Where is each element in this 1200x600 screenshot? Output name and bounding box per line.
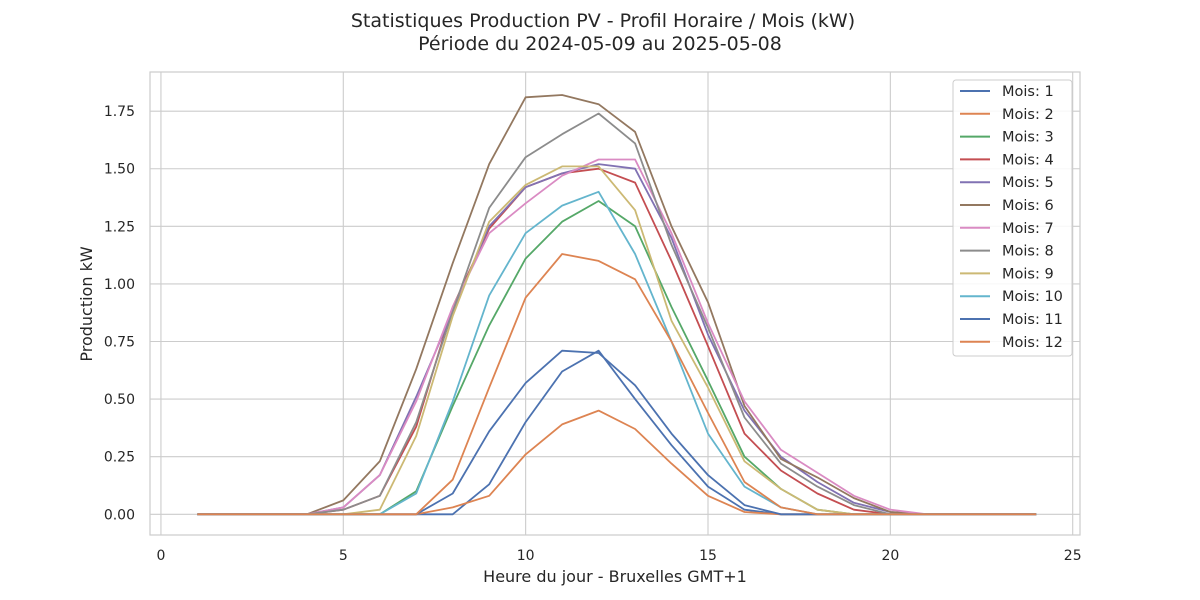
x-tick-label: 5 <box>339 548 348 564</box>
grid-lines <box>150 72 1080 535</box>
series-line <box>197 94 1037 516</box>
legend-label: Mois: 8 <box>1002 244 1054 260</box>
series-line <box>197 253 1037 516</box>
y-tick-label: 0.75 <box>104 335 135 351</box>
legend-label: Mois: 7 <box>1002 221 1054 237</box>
y-axis-label: Production kW <box>77 246 96 361</box>
legend-label: Mois: 12 <box>1002 335 1063 351</box>
chart-subtitle: Période du 2024-05-09 au 2025-05-08 <box>418 33 782 55</box>
legend-box <box>952 79 1073 357</box>
y-tick-label: 1.75 <box>104 104 135 120</box>
y-tick-label: 0.50 <box>104 392 135 408</box>
legend-label: Mois: 3 <box>1002 130 1054 146</box>
legend-label: Mois: 9 <box>1002 266 1054 282</box>
legend: Mois: 1 Mois: 2 Mois: 3 Mois: 4 Mois: 5 Mois:… <box>952 79 1073 357</box>
y-tick-label: 1.50 <box>104 162 135 178</box>
legend-label: Mois: 4 <box>1002 152 1054 168</box>
legend-label: Mois: 10 <box>1002 289 1063 305</box>
y-tick-label: 0.25 <box>104 450 135 466</box>
legend-label: Mois: 11 <box>1002 312 1063 328</box>
legend-label: Mois: 2 <box>1002 107 1054 123</box>
x-tick-label: 20 <box>881 548 899 564</box>
x-tick-label: 10 <box>517 548 535 564</box>
y-tick-label: 0.00 <box>104 507 135 523</box>
x-tick-label: 25 <box>1064 548 1082 564</box>
legend-label: Mois: 1 <box>1002 84 1054 100</box>
y-tick-label: 1.25 <box>104 219 135 235</box>
y-tick-label: 1.00 <box>104 277 135 293</box>
x-tick-label: 15 <box>699 548 717 564</box>
legend-label: Mois: 6 <box>1002 198 1054 214</box>
series-line <box>197 158 1037 516</box>
x-tick-label: 0 <box>156 548 165 564</box>
legend-label: Mois: 5 <box>1002 175 1054 191</box>
x-tick-labels: 0 5 10 15 20 25 <box>156 548 1081 564</box>
y-tick-labels: 0.00 0.25 0.50 0.75 1.00 1.25 1.50 1.75 <box>104 104 135 523</box>
x-axis-label: Heure du jour - Bruxelles GMT+1 <box>483 567 747 586</box>
chart-title: Statistiques Production PV - Profil Hora… <box>351 10 855 32</box>
series-lines <box>197 94 1037 516</box>
plot-area <box>149 71 1081 536</box>
